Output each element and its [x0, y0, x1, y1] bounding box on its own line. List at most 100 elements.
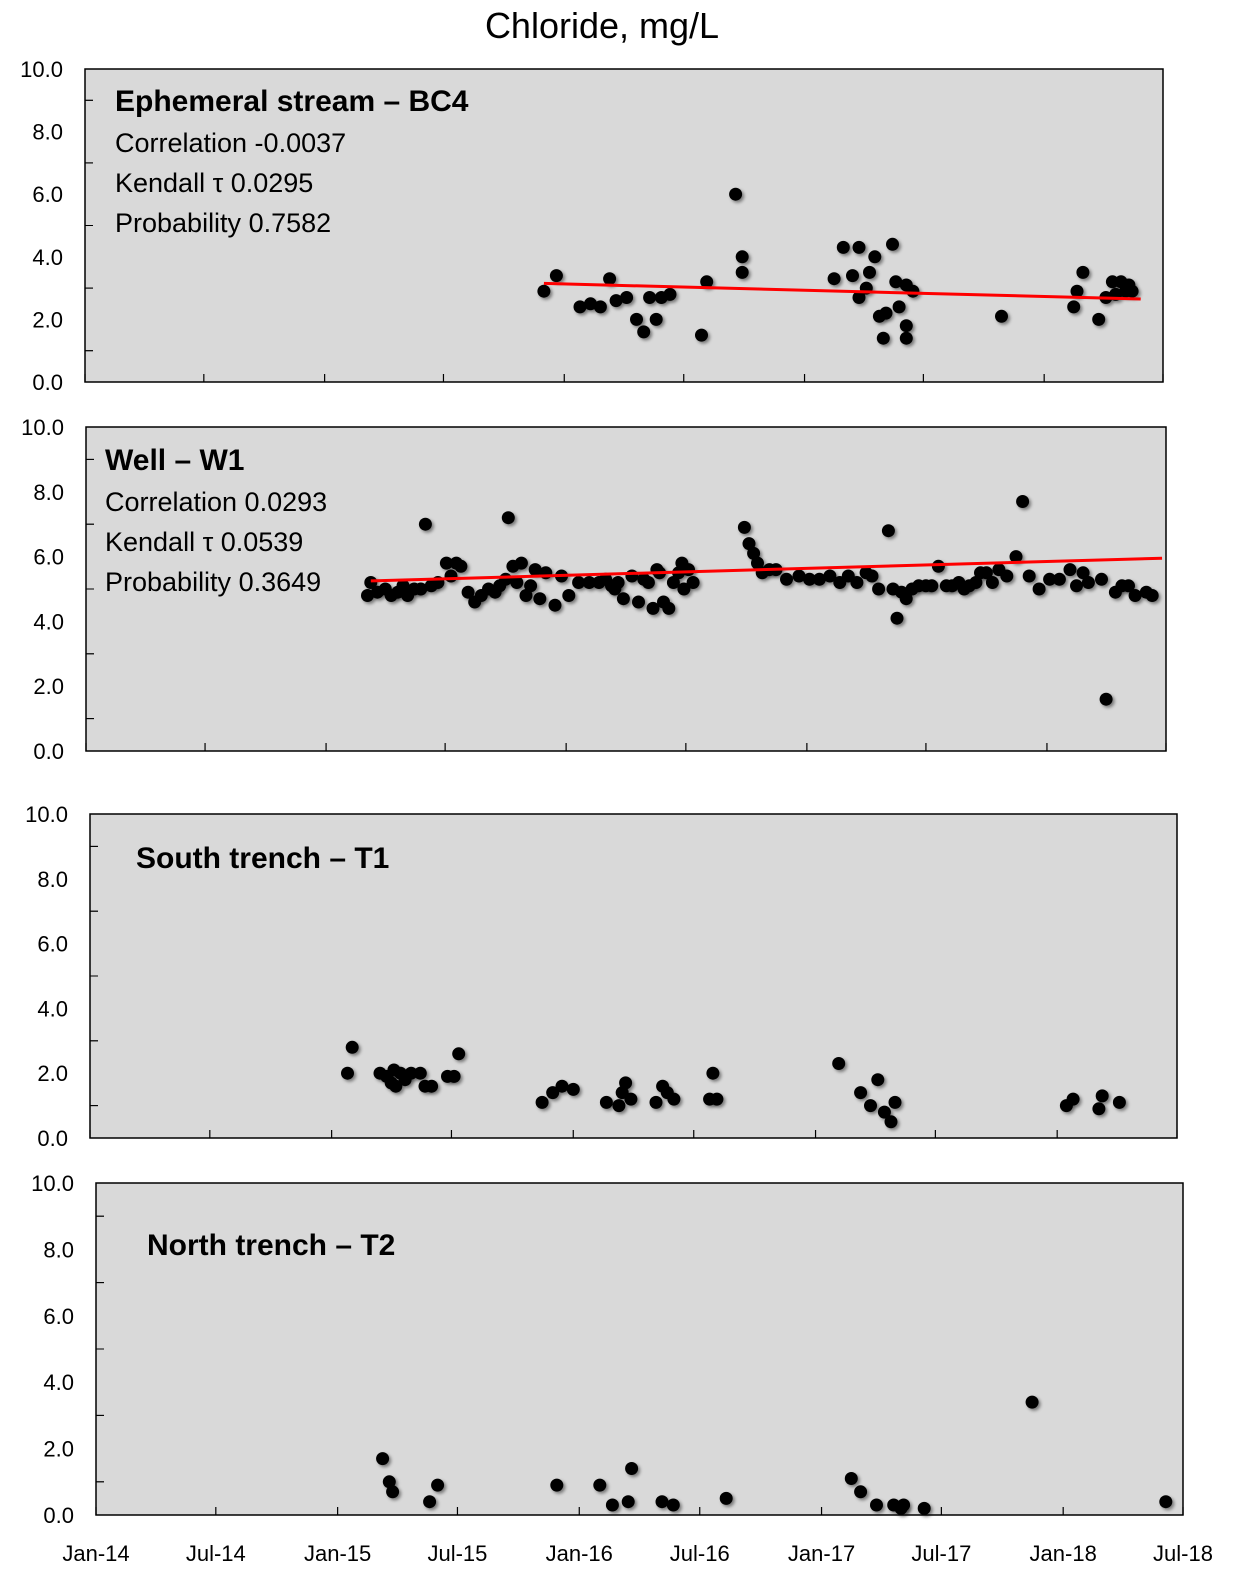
data-point — [641, 576, 655, 589]
data-point — [812, 572, 826, 586]
data-point — [1025, 1395, 1039, 1409]
data-point — [881, 524, 895, 538]
data-point — [1099, 692, 1113, 706]
data-point — [1000, 569, 1014, 583]
data-point — [1032, 582, 1046, 596]
data-point — [528, 563, 542, 577]
data-point — [1016, 495, 1030, 508]
data-point — [884, 1115, 898, 1129]
y-tick-label: 10.0 — [31, 1171, 74, 1196]
data-point — [906, 284, 920, 298]
data-point — [879, 306, 893, 320]
data-point — [616, 592, 630, 606]
data-point — [593, 300, 607, 314]
data-point — [361, 589, 374, 602]
panel-1: 0.0 2.0 4.0 6.0 8.0 10.0 Ephemeral stream – BC… — [20, 57, 1164, 395]
data-point — [854, 1485, 868, 1499]
data-point — [686, 576, 700, 589]
y-tick-label: 8.0 — [33, 480, 64, 505]
data-point — [1066, 1092, 1080, 1106]
plot-area — [89, 813, 1178, 1139]
data-point — [418, 517, 432, 531]
data-point — [985, 576, 999, 589]
panel-2: 0.0 2.0 4.0 6.0 8.0 10.0 Well – W1 Correlation … — [21, 415, 1167, 764]
data-point — [1159, 1495, 1173, 1509]
data-point — [649, 1095, 663, 1109]
data-point — [555, 1079, 569, 1093]
data-point — [396, 579, 410, 593]
data-point — [899, 319, 913, 333]
data-point — [499, 572, 513, 586]
data-point — [603, 272, 617, 286]
data-point — [376, 1452, 390, 1466]
data-point — [780, 572, 793, 586]
x-tick-label: Jan-14 — [62, 1541, 129, 1566]
data-point — [382, 1475, 396, 1489]
plot-area — [95, 1182, 1184, 1516]
x-tick-label: Jan-16 — [546, 1541, 613, 1566]
data-point — [917, 1501, 931, 1515]
data-point — [599, 1095, 613, 1109]
y-tick-label: 0.0 — [43, 1503, 74, 1528]
data-point — [995, 309, 1008, 323]
data-point — [844, 1472, 858, 1485]
data-point — [803, 572, 816, 586]
data-point — [1063, 563, 1077, 577]
data-point — [1095, 572, 1108, 586]
x-tick-label: Jan-15 — [304, 1541, 371, 1566]
data-point — [852, 291, 866, 304]
data-point — [519, 589, 533, 602]
data-point — [846, 269, 859, 283]
data-point — [1092, 312, 1106, 326]
data-point — [889, 275, 903, 289]
x-tick-label: Jul-17 — [911, 1541, 971, 1566]
y-tick-label: 10.0 — [20, 57, 63, 82]
y-tick-label: 8.0 — [32, 120, 63, 145]
data-point — [341, 1066, 354, 1080]
data-point — [877, 1105, 891, 1119]
data-point — [931, 559, 945, 573]
x-tick-label: Jul-15 — [427, 1541, 487, 1566]
data-point — [706, 1066, 720, 1080]
data-point — [1043, 572, 1057, 586]
data-point — [735, 250, 749, 264]
data-point — [364, 576, 378, 589]
data-point — [605, 1498, 619, 1512]
data-point — [404, 1066, 418, 1080]
x-tick-label: Jan-17 — [788, 1541, 855, 1566]
data-point — [827, 272, 841, 286]
data-point — [868, 250, 882, 264]
trend-line — [370, 556, 1163, 583]
data-point — [1076, 566, 1090, 580]
data-point — [1070, 284, 1084, 298]
data-point — [667, 1092, 681, 1106]
data-point — [872, 582, 886, 596]
data-point — [865, 569, 879, 583]
data-point — [710, 1092, 724, 1106]
data-point — [969, 576, 983, 589]
data-point — [537, 284, 551, 298]
data-point — [870, 1498, 883, 1512]
data-point — [452, 1047, 466, 1061]
data-point — [666, 576, 680, 589]
panel-stat: Kendall τ 0.0539 — [105, 527, 303, 557]
data-point — [625, 569, 639, 583]
data-point — [836, 240, 850, 254]
data-point — [1070, 579, 1083, 593]
data-point — [1009, 550, 1023, 564]
data-point — [619, 1076, 633, 1090]
panel-title: Ephemeral stream – BC4 — [115, 85, 469, 118]
data-point — [886, 237, 899, 251]
panel-stat: Probability 0.7582 — [115, 208, 331, 238]
y-tick-label: 4.0 — [32, 245, 63, 270]
data-point — [682, 563, 695, 577]
data-point — [663, 287, 677, 301]
data-point — [1052, 572, 1066, 586]
data-point — [871, 1073, 885, 1087]
panel-title: North trench – T2 — [147, 1229, 395, 1262]
panel-title: South trench – T1 — [136, 842, 389, 875]
trend-line — [543, 281, 1141, 301]
panel-stat: Probability 0.3649 — [105, 567, 321, 597]
data-point — [612, 1099, 626, 1113]
data-point — [510, 576, 524, 589]
